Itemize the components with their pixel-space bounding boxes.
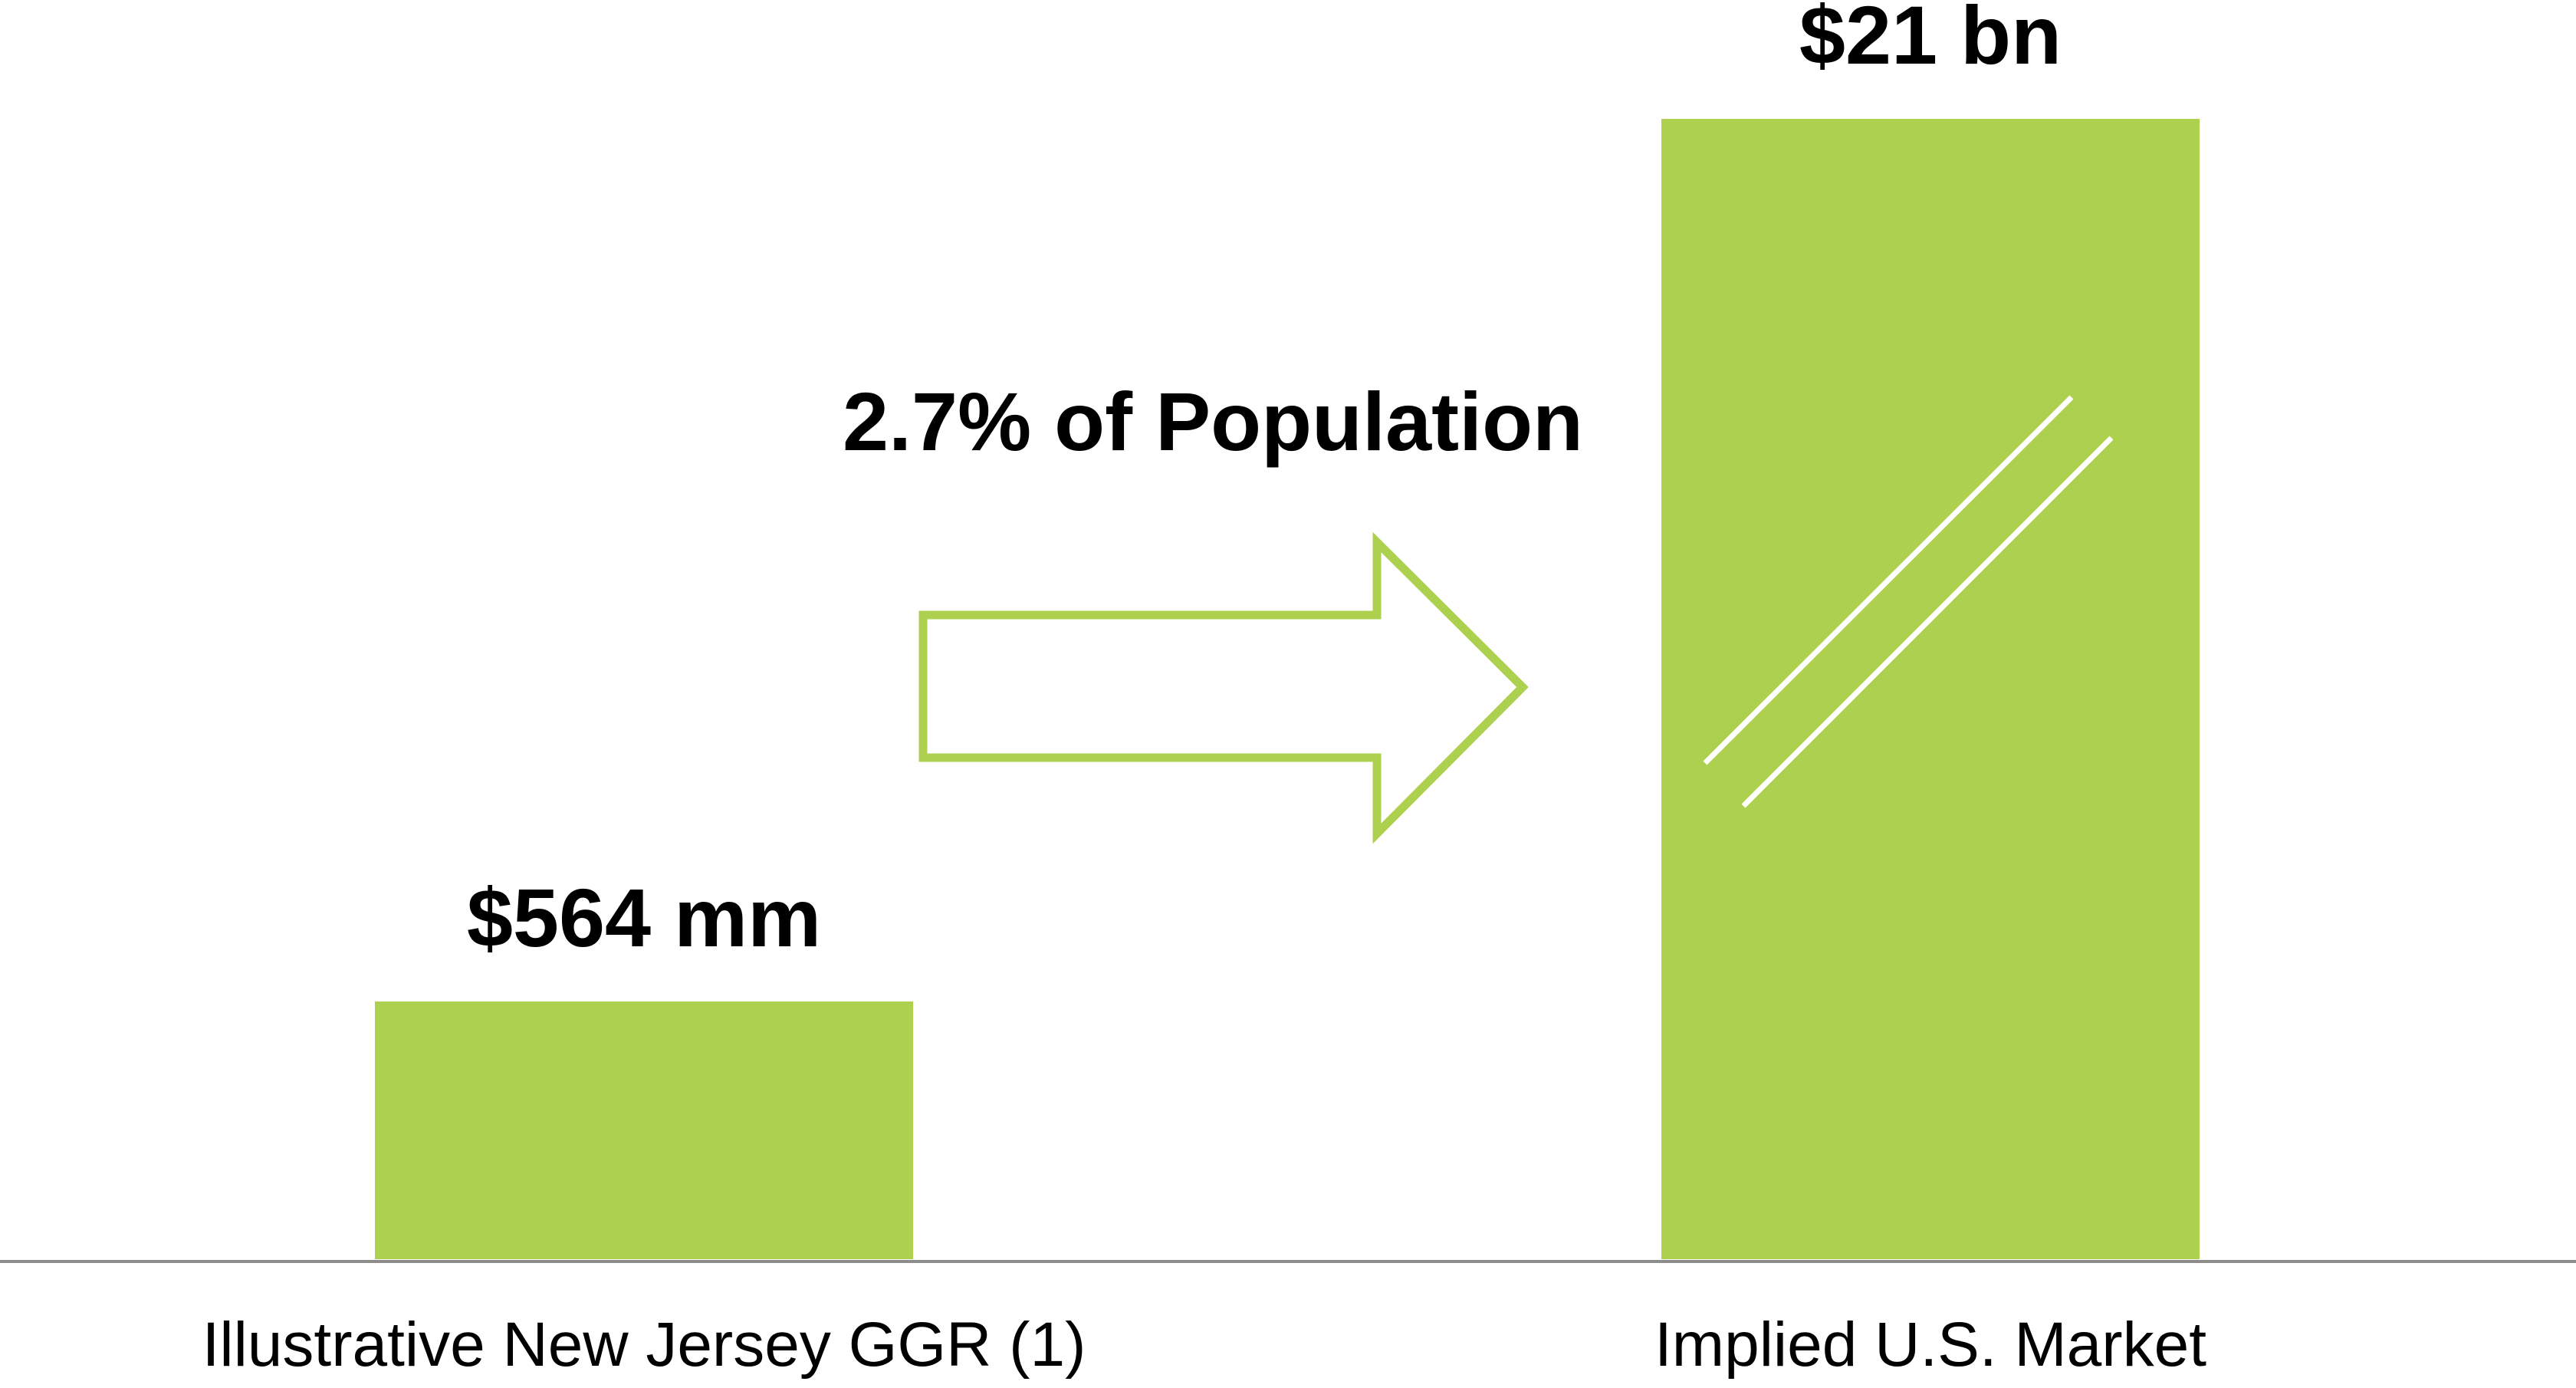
bars-group xyxy=(375,119,2200,1259)
bar-1 xyxy=(375,1002,913,1259)
population-annotation: 2.7% of Population xyxy=(843,375,1583,468)
category-labels-group: Illustrative New Jersey GGR (1) Implied U… xyxy=(202,1310,2207,1380)
data-label-1: $564 mm xyxy=(467,871,821,964)
axis-break-line-2 xyxy=(1741,436,2114,808)
data-label-2: $21 bn xyxy=(1799,0,2062,81)
axis-break-marks xyxy=(1703,395,2114,808)
right-arrow-icon xyxy=(918,531,1529,844)
category-label-2: Implied U.S. Market xyxy=(1654,1310,2206,1380)
axis-break-line-1 xyxy=(1703,395,2074,765)
data-labels-group: $564 mm $21 bn xyxy=(467,0,2062,964)
bar-2 xyxy=(1661,119,2200,1259)
category-label-1: Illustrative New Jersey GGR (1) xyxy=(202,1310,1086,1380)
